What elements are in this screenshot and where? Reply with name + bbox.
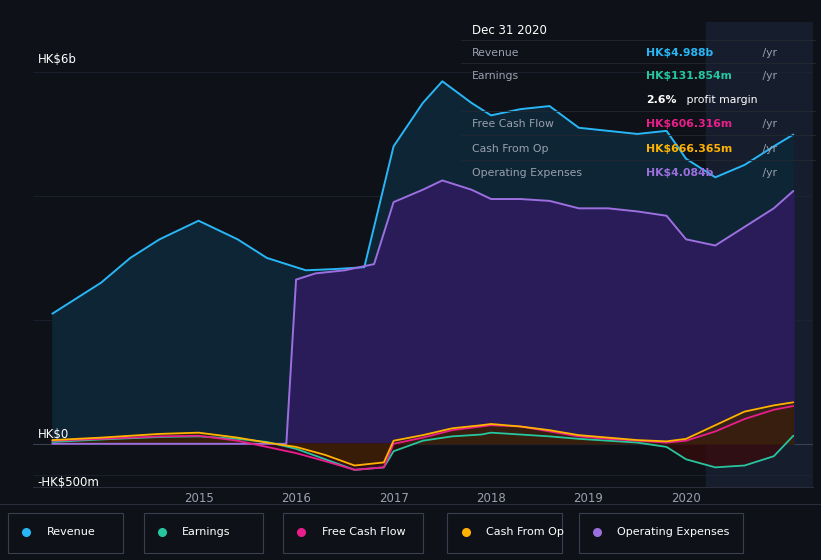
Text: HK$4.988b: HK$4.988b (646, 48, 713, 58)
Text: 2.6%: 2.6% (646, 95, 677, 105)
Text: Dec 31 2020: Dec 31 2020 (472, 25, 547, 38)
Text: -HK$500m: -HK$500m (38, 476, 99, 489)
Bar (705, 22, 813, 487)
Text: Operating Expenses: Operating Expenses (617, 527, 730, 537)
Text: Operating Expenses: Operating Expenses (472, 169, 582, 178)
Text: profit margin: profit margin (683, 95, 758, 105)
Text: HK$0: HK$0 (38, 428, 69, 441)
Text: HK$606.316m: HK$606.316m (646, 119, 732, 129)
Text: Cash From Op: Cash From Op (486, 527, 564, 537)
Text: /yr: /yr (759, 169, 777, 178)
Text: Free Cash Flow: Free Cash Flow (472, 119, 554, 129)
Text: /yr: /yr (759, 144, 777, 154)
Text: Earnings: Earnings (182, 527, 231, 537)
Text: HK$4.084b: HK$4.084b (646, 169, 713, 178)
Text: HK$666.365m: HK$666.365m (646, 144, 732, 154)
Text: Free Cash Flow: Free Cash Flow (322, 527, 406, 537)
Text: Cash From Op: Cash From Op (472, 144, 548, 154)
Text: /yr: /yr (759, 71, 777, 81)
Text: HK$6b: HK$6b (38, 53, 76, 66)
Text: Earnings: Earnings (472, 71, 519, 81)
Text: /yr: /yr (759, 48, 777, 58)
Text: Revenue: Revenue (472, 48, 520, 58)
Text: /yr: /yr (759, 119, 777, 129)
Text: Revenue: Revenue (47, 527, 95, 537)
Text: HK$131.854m: HK$131.854m (646, 71, 732, 81)
